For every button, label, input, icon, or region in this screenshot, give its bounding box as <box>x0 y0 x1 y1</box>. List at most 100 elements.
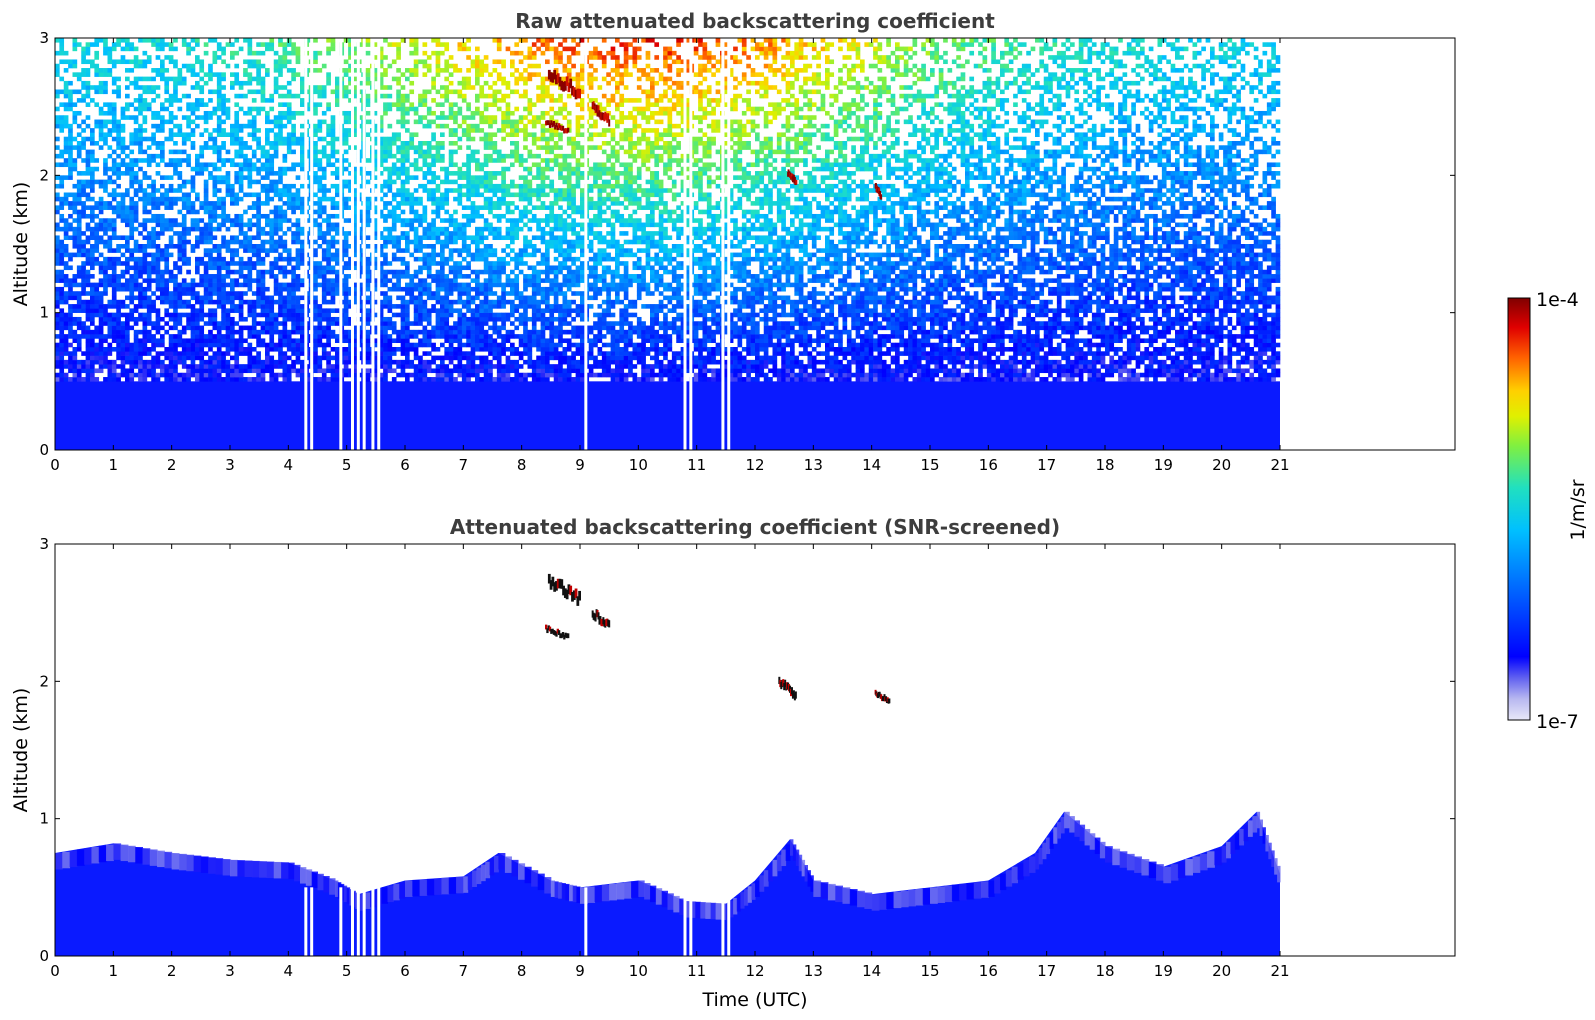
panel-screened-title: Attenuated backscattering coefficient (S… <box>450 515 1060 539</box>
x-tick-label: 18 <box>1095 456 1114 474</box>
cloud-cell <box>556 578 560 589</box>
x-tick-label: 4 <box>284 456 294 474</box>
x-tick-label: 2 <box>167 962 177 980</box>
cloud-cell <box>565 76 569 86</box>
cloud-cell <box>545 120 548 126</box>
cloud-cell <box>559 633 562 639</box>
x-tick-label: 18 <box>1095 962 1114 980</box>
colorbar: 1e-4 1e-7 1/m/sr <box>1507 289 1589 733</box>
x-tick-label: 8 <box>517 456 527 474</box>
cloud-cell <box>608 119 611 127</box>
panel-screened-y-label: Altitude (km) <box>10 688 32 813</box>
cloud-cell <box>547 573 551 584</box>
data-gap <box>371 887 375 956</box>
data-gap <box>371 38 375 450</box>
panel-raw-heatmap <box>55 38 1281 450</box>
x-tick-label: 17 <box>1037 456 1056 474</box>
x-tick-label: 4 <box>284 962 294 980</box>
cloud-cell <box>562 81 565 92</box>
x-tick-label: 12 <box>745 962 764 980</box>
x-tick-label: 12 <box>745 456 764 474</box>
panel-screened-heatmap <box>55 573 1281 956</box>
data-gap <box>351 38 354 450</box>
x-tick-label: 0 <box>50 962 60 980</box>
x-tick-label: 14 <box>862 962 881 980</box>
data-gap <box>727 887 731 956</box>
cloud-cell <box>607 113 610 121</box>
data-gap <box>304 38 308 450</box>
x-tick-label: 3 <box>225 456 235 474</box>
cloud-cell <box>563 128 566 134</box>
cloud-cell <box>555 74 558 85</box>
colorbar-max-label: 1e-4 <box>1536 289 1579 311</box>
cloud-cell <box>556 628 559 634</box>
cloud-cell <box>553 582 557 592</box>
cloud-cell <box>550 120 553 126</box>
cloud-cell <box>793 177 796 182</box>
x-tick-label: 15 <box>920 456 939 474</box>
cloud-cell <box>574 89 578 100</box>
cloud-cell <box>795 179 798 185</box>
cloud-cell <box>558 76 562 87</box>
data-gap <box>584 38 588 450</box>
x-tick-label: 13 <box>804 456 823 474</box>
x-tick-label: 21 <box>1270 456 1289 474</box>
cloud-cell <box>578 590 581 601</box>
y-tick-label: 2 <box>39 166 49 184</box>
x-tick-label: 16 <box>979 456 998 474</box>
cloud-cell <box>551 628 554 634</box>
y-tick-label: 0 <box>39 947 49 965</box>
cloud-cell <box>545 624 548 630</box>
colorbar-min-label: 1e-7 <box>1536 711 1579 733</box>
cloud-cell <box>563 81 567 91</box>
cloud-cell <box>549 580 553 590</box>
cloud-cell <box>553 69 557 80</box>
cloud-cell <box>546 120 549 126</box>
cloud-cell <box>880 194 883 200</box>
cloud-cell <box>547 625 550 631</box>
cloud-cell <box>560 80 564 91</box>
cloud-cell <box>555 631 558 637</box>
cloud-cell <box>549 72 553 82</box>
panel-raw-y-label: Altitude (km) <box>10 182 32 307</box>
cloud-cell <box>578 88 581 99</box>
cloud-cell <box>790 173 793 179</box>
x-tick-label: 20 <box>1212 962 1231 980</box>
cloud-cell <box>567 127 570 133</box>
data-gap <box>339 38 343 450</box>
data-gap <box>356 38 360 450</box>
data-gap <box>683 38 687 450</box>
panel-raw-y-ticks: 0 1 2 3 <box>39 29 1455 459</box>
y-tick-label: 3 <box>39 29 49 47</box>
data-gap <box>362 887 366 956</box>
cloud-cell <box>564 632 567 638</box>
panel-screened-y-ticks: 0 1 2 3 <box>39 535 1455 965</box>
x-tick-label: 8 <box>517 962 527 980</box>
data-gap <box>351 887 354 956</box>
cloud-cell <box>557 123 561 128</box>
cloud-cell <box>597 612 600 620</box>
cloud-cell <box>554 630 557 636</box>
x-axis-label: Time (UTC) <box>701 989 807 1011</box>
x-tick-label: 10 <box>629 456 648 474</box>
cloud-cell <box>782 679 785 687</box>
colorbar-gradient <box>1507 297 1531 721</box>
boundary-layer <box>55 811 1280 956</box>
cloud-cell <box>561 125 565 131</box>
panel-raw: Raw attenuated backscattering coefficien… <box>10 9 1456 474</box>
x-tick-label: 20 <box>1212 456 1231 474</box>
x-tick-label: 11 <box>687 962 706 980</box>
cloud-cell <box>560 633 563 639</box>
y-tick-label: 2 <box>39 672 49 690</box>
cloud-cell <box>572 590 576 601</box>
colorbar-unit-label: 1/m/sr <box>1567 479 1589 540</box>
cloud-cell <box>559 125 562 131</box>
x-tick-label: 5 <box>342 962 352 980</box>
cloud-cell <box>552 630 556 635</box>
data-gap <box>377 38 381 450</box>
cloud-cell <box>551 73 555 83</box>
x-tick-label: 1 <box>109 456 119 474</box>
cloud-cell <box>790 687 793 695</box>
x-tick-label: 9 <box>575 456 585 474</box>
x-tick-label: 9 <box>575 962 585 980</box>
